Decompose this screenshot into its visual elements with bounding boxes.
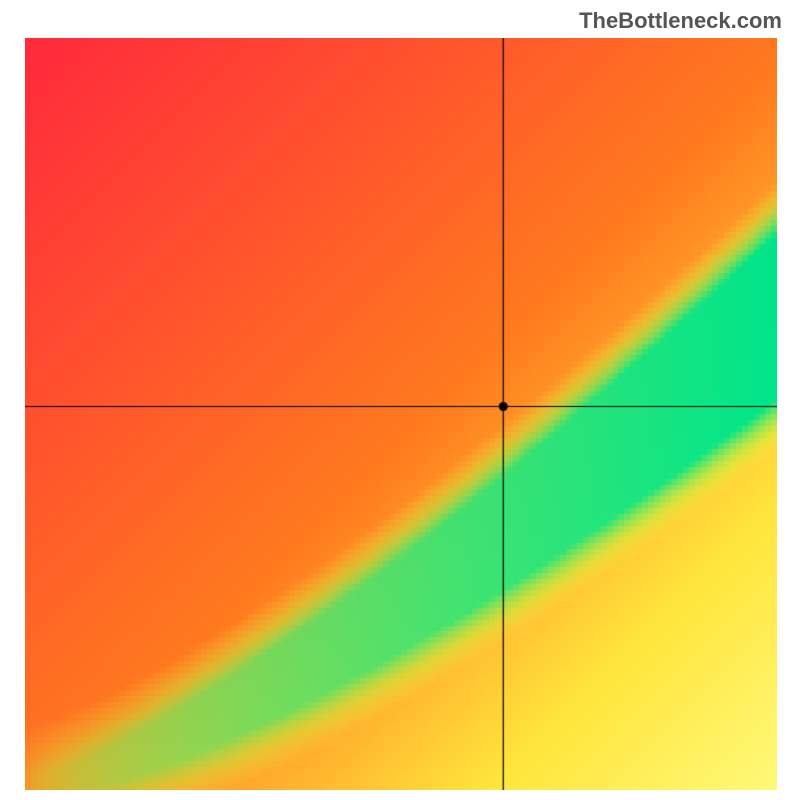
watermark-text: TheBottleneck.com [579,8,782,34]
bottleneck-heatmap [25,38,777,790]
chart-container: TheBottleneck.com [0,0,800,800]
